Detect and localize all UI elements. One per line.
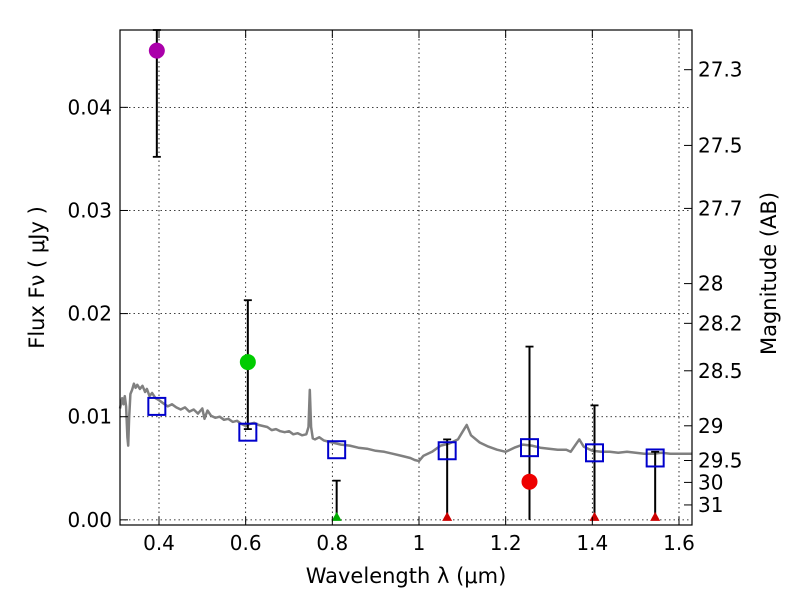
marker-layer	[147, 42, 665, 521]
x-tick-label: 0.8	[316, 531, 348, 555]
y-tick-label: 0.00	[67, 508, 112, 532]
x-tick-label: 1.2	[490, 531, 522, 555]
mag-tick-label: 27.7	[698, 196, 743, 220]
observed-point	[239, 354, 256, 371]
mag-tick-label: 29.5	[698, 449, 743, 473]
x-tick-label: 0.4	[143, 531, 175, 555]
sed-layer	[118, 382, 692, 463]
upper-limit-marker	[650, 511, 661, 521]
sed-line	[118, 382, 692, 463]
x-tick-label: 1.4	[576, 531, 608, 555]
model-square	[645, 448, 665, 468]
upper-limit-marker	[589, 511, 600, 521]
model-square	[585, 443, 604, 463]
upper-limit-marker	[442, 511, 453, 521]
y-tick-label: 0.04	[67, 95, 112, 119]
mag-tick-label: 28	[698, 272, 723, 296]
mag-tick-label: 27.5	[698, 133, 743, 157]
y-axis-label-left: Flux Fν ( μJy )	[25, 206, 49, 349]
mag-tick-label: 31	[698, 493, 723, 517]
model-square	[437, 441, 457, 461]
mag-tick-label: 30	[698, 470, 723, 494]
y-axis-label-right: Magnitude (AB)	[757, 192, 781, 355]
model-square	[327, 440, 347, 460]
y-tick-label: 0.02	[67, 302, 112, 326]
y-tick-label: 0.03	[67, 198, 112, 222]
mag-tick-label: 27.3	[698, 58, 743, 82]
mag-tick-label: 29	[698, 414, 723, 438]
mag-tick-label: 28.2	[698, 311, 743, 335]
x-tick-label: 1	[413, 531, 426, 555]
observed-point	[521, 473, 538, 490]
x-axis-label: Wavelength λ (μm)	[306, 564, 507, 588]
model-square	[520, 438, 539, 458]
x-tick-label: 1.6	[663, 531, 695, 555]
model-square	[238, 422, 258, 442]
model-square	[147, 396, 167, 416]
upper-limit-marker	[331, 511, 342, 521]
x-tick-label: 0.6	[230, 531, 262, 555]
ticks: 0.4 0.6 0.8 1 1.2 1.4 1.6 0.00 0.01 0.02 0.03 0.04 2…	[67, 30, 743, 555]
plot-frame	[119, 29, 693, 526]
y-tick-label: 0.01	[67, 405, 112, 429]
mag-tick-label: 28.5	[698, 359, 743, 383]
observed-point	[148, 42, 165, 59]
